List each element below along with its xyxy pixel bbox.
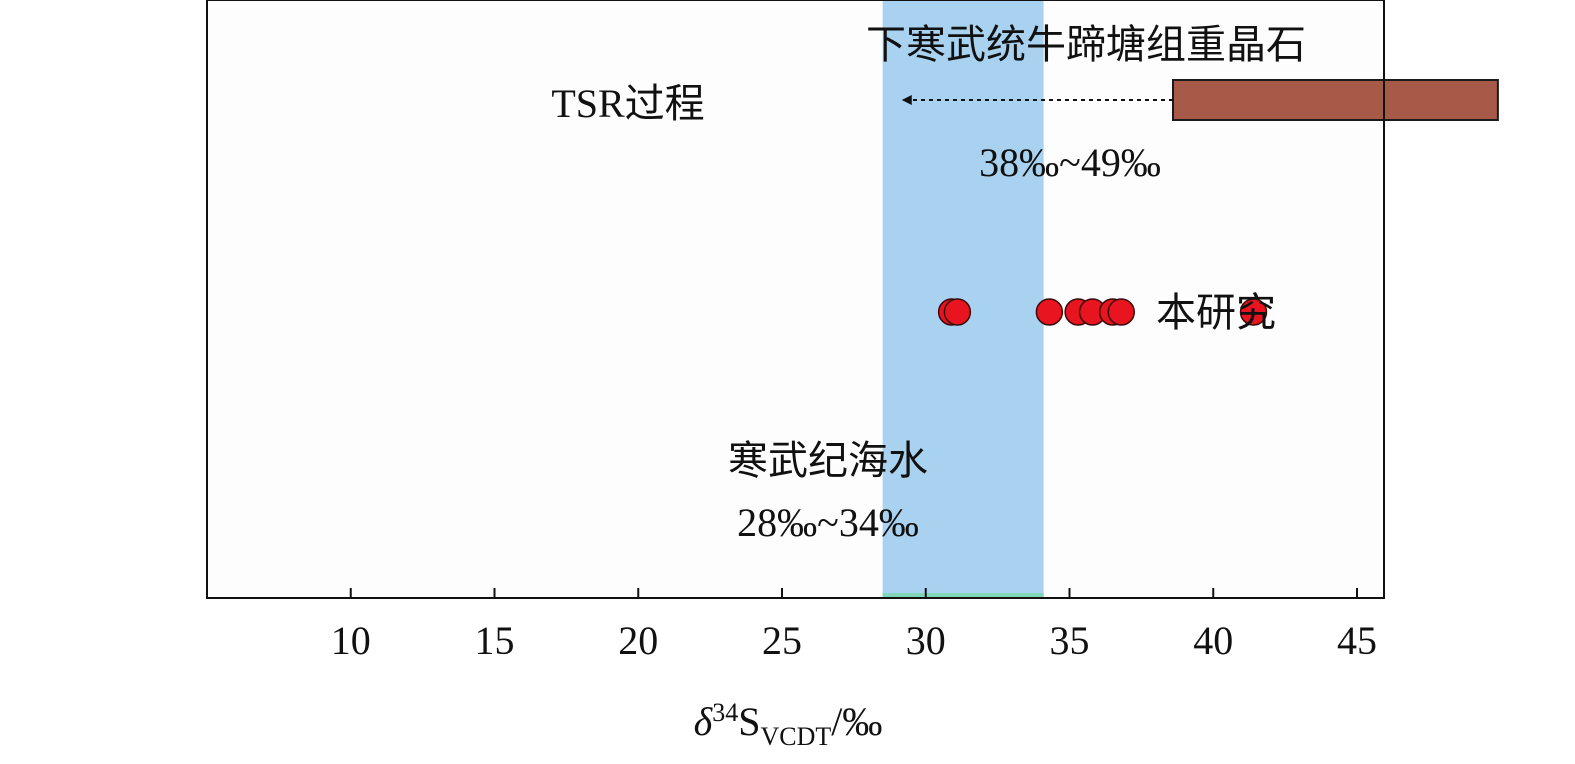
x-axis-title-subscript: VCDT [760, 722, 831, 751]
data-point [943, 298, 972, 326]
x-tick-label: 30 [906, 618, 946, 663]
plot-frame [206, 0, 1385, 599]
x-axis-ticks: 10 15 20 25 30 35 40 45 [331, 588, 1377, 663]
seawater-range-label: 28‰~34‰ [737, 500, 919, 545]
x-tick-label: 25 [762, 618, 802, 663]
x-axis-title-delta: δ [694, 699, 714, 744]
x-axis-title-superscript: 34 [712, 698, 738, 727]
data-point [1239, 298, 1268, 326]
x-axis-title-species: S [738, 699, 760, 744]
barite-range-bar [1172, 79, 1499, 121]
tsr-label: TSR过程 [551, 81, 704, 126]
x-tick-label: 20 [618, 618, 658, 663]
x-tick-label: 40 [1193, 618, 1233, 663]
legend-label-this-study: 本研究 [1156, 290, 1276, 335]
cambrian-seawater-range-baseline [882, 593, 1044, 597]
barite-label: 下寒武统牛蹄塘组重晶石 [866, 22, 1306, 67]
data-point [1035, 298, 1064, 326]
x-tick-label: 45 [1337, 618, 1377, 663]
x-axis-title: δ34SVCDT/‰ [694, 698, 883, 751]
x-tick-label: 15 [475, 618, 515, 663]
barite-range-label: 38‰~49‰ [979, 140, 1161, 185]
data-point [1107, 298, 1135, 326]
seawater-label: 寒武纪海水 [728, 438, 928, 483]
x-tick-label: 35 [1050, 618, 1090, 663]
data-points [937, 298, 1268, 326]
x-axis-title-unit: /‰ [831, 699, 882, 744]
x-tick-label: 10 [331, 618, 371, 663]
